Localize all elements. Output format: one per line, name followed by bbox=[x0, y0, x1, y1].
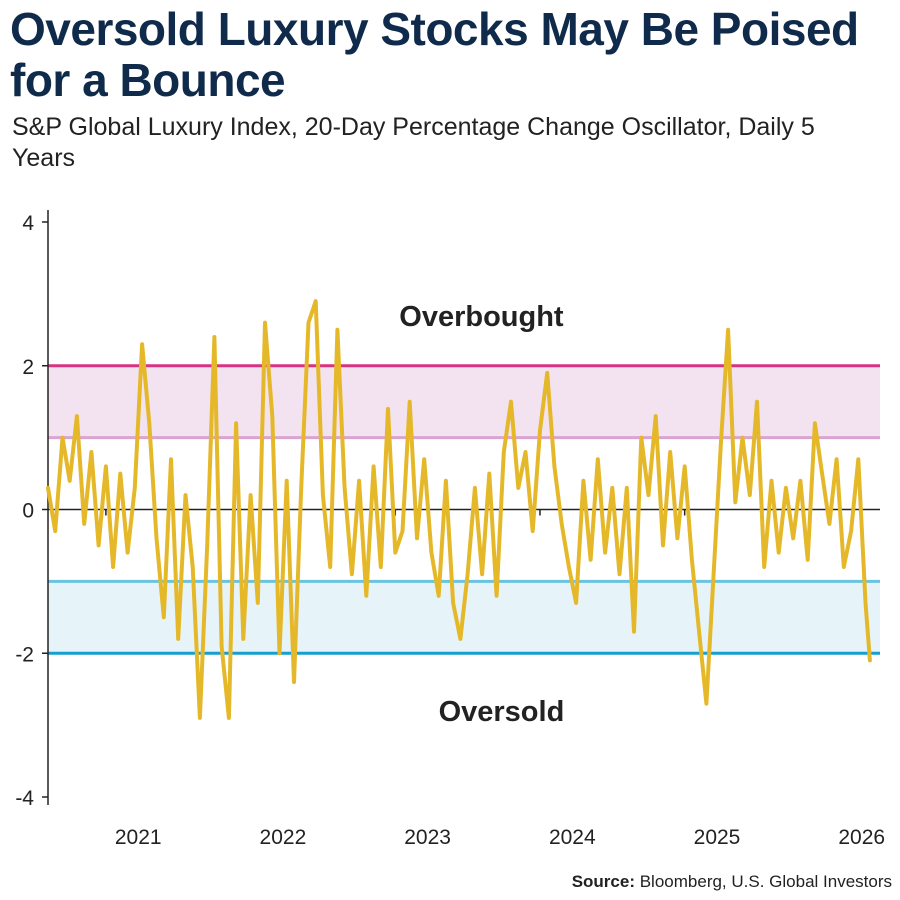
x-tick-label: 2021 bbox=[115, 826, 162, 849]
chart-subtitle: S&P Global Luxury Index, 20-Day Percenta… bbox=[12, 113, 815, 172]
x-tick-label: 2023 bbox=[404, 826, 451, 849]
source-text: Bloomberg, U.S. Global Investors bbox=[639, 872, 892, 891]
source-note: Source: Bloomberg, U.S. Global Investors bbox=[572, 872, 892, 892]
oscillator-line bbox=[46, 299, 872, 720]
y-tick-label: 4 bbox=[22, 212, 34, 235]
x-ticks: 2021 2022 2023 2024 2025 2026 bbox=[105, 509, 885, 849]
chart-title: Oversold Luxury Stocks May Be Poised for… bbox=[10, 3, 859, 106]
y-ticks: 4 2 0 -2 -4 bbox=[15, 212, 48, 810]
x-tick-label: 2022 bbox=[260, 826, 307, 849]
x-tick-label: 2025 bbox=[694, 826, 741, 849]
source-label: Source: bbox=[571, 872, 635, 891]
overbought-band bbox=[48, 365, 880, 438]
overbought-label: Overbought bbox=[399, 301, 564, 333]
x-tick-label: 2024 bbox=[549, 826, 596, 849]
y-tick-label: -2 bbox=[15, 643, 34, 666]
y-tick-label: -4 bbox=[15, 787, 34, 810]
y-tick-label: 2 bbox=[22, 356, 34, 379]
y-tick-label: 0 bbox=[22, 500, 34, 523]
x-tick-label: 2026 bbox=[838, 826, 885, 849]
oversold-label: Oversold bbox=[439, 696, 565, 728]
